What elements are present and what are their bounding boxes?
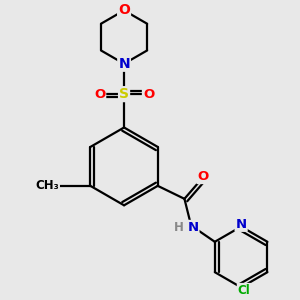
Text: H: H: [174, 221, 184, 234]
Text: N: N: [118, 57, 130, 71]
Text: CH₃: CH₃: [35, 179, 59, 192]
Text: O: O: [118, 3, 130, 17]
Text: N: N: [188, 221, 199, 234]
Text: Cl: Cl: [238, 284, 250, 297]
Text: O: O: [94, 88, 105, 100]
Text: S: S: [119, 87, 129, 101]
Text: N: N: [236, 218, 247, 231]
Text: O: O: [197, 170, 208, 183]
Text: O: O: [143, 88, 154, 100]
